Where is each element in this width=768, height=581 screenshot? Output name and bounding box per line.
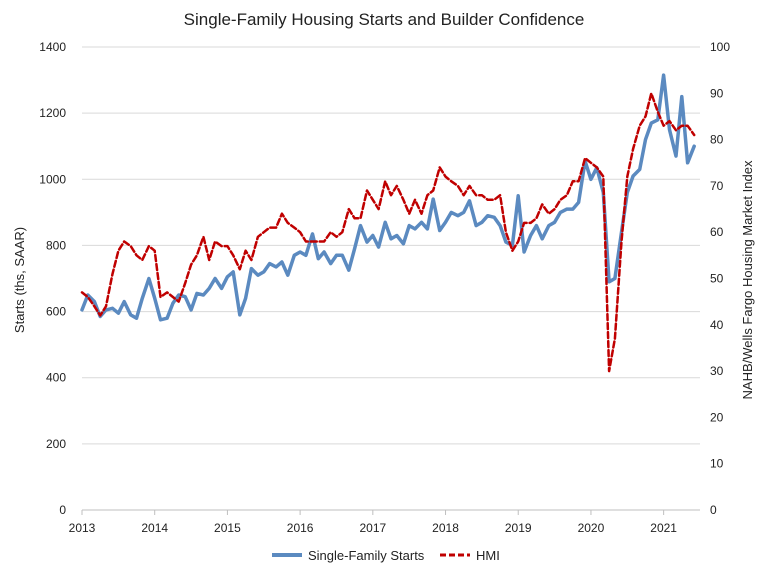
y-right-tick-label-5: 50 — [710, 272, 724, 286]
y-axis-left-label: Starts (ths, SAAR) — [12, 227, 27, 333]
y-right-tick-label-4: 40 — [710, 318, 724, 332]
x-tick-label-7: 2020 — [578, 521, 605, 535]
x-tick-label-1: 2014 — [141, 521, 168, 535]
x-tick-label-3: 2016 — [287, 521, 314, 535]
legend-label-starts: Single-Family Starts — [308, 548, 425, 563]
y-left-tick-label-3: 600 — [46, 305, 66, 319]
chart-title: Single-Family Housing Starts and Builder… — [184, 10, 585, 29]
y-left-tick-label-4: 800 — [46, 238, 66, 252]
x-tick-label-0: 2013 — [69, 521, 96, 535]
gridlines — [82, 46, 700, 511]
y-left-tick-label-6: 1200 — [39, 106, 66, 120]
x-tick-label-6: 2019 — [505, 521, 532, 535]
x-tick-label-4: 2017 — [359, 521, 386, 535]
y-right-tick-label-3: 30 — [710, 364, 724, 378]
y-left-tick-label-1: 200 — [46, 437, 66, 451]
y-right-tick-label-6: 60 — [710, 225, 724, 239]
series-line-hmi — [80, 92, 696, 373]
series-layer — [80, 73, 696, 373]
x-tick-label-8: 2021 — [650, 521, 677, 535]
y-axis-right-label: NAHB/Wells Fargo Housing Market Index — [740, 160, 755, 399]
y-right-tick-label-9: 90 — [710, 86, 724, 100]
y-right-tick-label-1: 10 — [710, 457, 724, 471]
y-left-tick-label-7: 1400 — [39, 40, 66, 54]
legend: Single-Family Starts HMI — [272, 548, 500, 563]
y-right-tick-label-2: 20 — [710, 410, 724, 424]
y-right-tick-label-7: 70 — [710, 179, 724, 193]
x-tick-label-2: 2015 — [214, 521, 241, 535]
y-left-tick-label-0: 0 — [59, 503, 66, 517]
y-right-tick-label-0: 0 — [710, 503, 717, 517]
series-line-starts — [80, 73, 696, 322]
axes: 0 200 400 600 800 1000 1200 1400 0 10 20 30 40 50 60 70… — [39, 40, 730, 535]
y-left-tick-label-2: 400 — [46, 371, 66, 385]
y-right-tick-label-8: 80 — [710, 133, 724, 147]
y-right-tick-label-10: 100 — [710, 40, 730, 54]
legend-label-hmi: HMI — [476, 548, 500, 563]
y-left-tick-label-5: 1000 — [39, 172, 66, 186]
x-tick-label-5: 2018 — [432, 521, 459, 535]
